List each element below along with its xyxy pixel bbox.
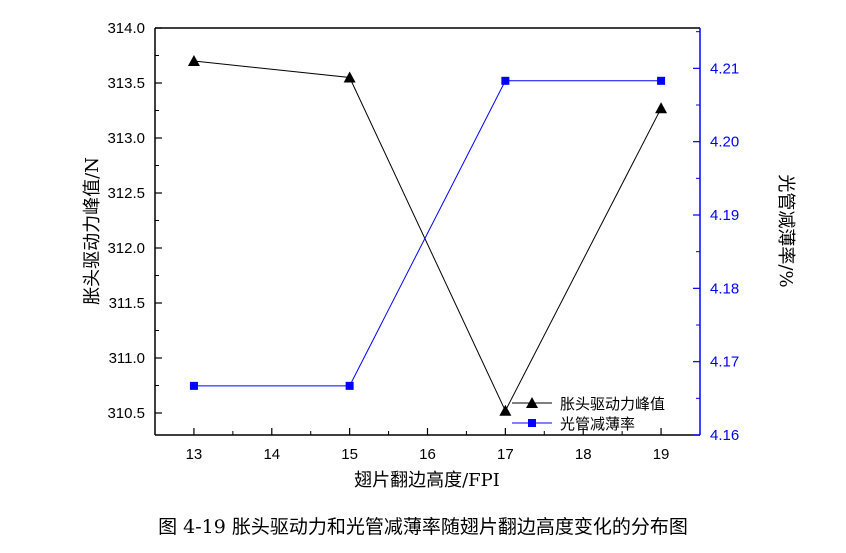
- data-point-square: [657, 76, 666, 85]
- data-point-triangle: [499, 404, 512, 416]
- legend-marker-thinning: [528, 419, 536, 427]
- x-tick-label: 14: [263, 446, 280, 463]
- x-tick-label: 17: [497, 446, 514, 463]
- y-right-tick-label: 4.18: [710, 280, 739, 297]
- x-tick-label: 19: [653, 446, 670, 463]
- left-axis-title: 胀头驱动力峰值/N: [82, 157, 103, 305]
- legend-marker-force: [526, 397, 538, 408]
- y-right-tick-label: 4.20: [710, 134, 739, 151]
- data-point-triangle: [187, 55, 200, 66]
- y-left-tick-label: 312.5: [107, 185, 145, 202]
- y-right-tick-label: 4.17: [710, 354, 739, 371]
- x-tick-label: 15: [341, 446, 358, 463]
- x-axis-title: 翅片翻边高度/FPI: [354, 470, 500, 491]
- y-left-tick-label: 311.5: [109, 295, 145, 312]
- y-right-tick-label: 4.19: [710, 207, 739, 224]
- axis-ticks: 13 14 15 16 17 18 19 314.0 313.5 313.0 312.5 312.0 3…: [107, 20, 739, 463]
- series-markers: [187, 55, 668, 416]
- data-point-square: [501, 76, 510, 85]
- data-point-square: [189, 381, 198, 390]
- legend-label-thinning: 光管减薄率: [560, 415, 635, 433]
- x-tick-label: 13: [186, 446, 203, 463]
- legend: 胀头驱动力峰值 光管减薄率: [512, 395, 665, 433]
- data-point-square: [345, 381, 354, 390]
- y-left-tick-label: 310.5: [107, 405, 145, 422]
- y-right-tick-label: 4.21: [710, 60, 739, 77]
- y-left-tick-label: 313.0: [107, 130, 145, 147]
- y-left-tick-label: 311.0: [109, 350, 145, 367]
- series-line-0: [193, 60, 662, 412]
- series-line-1: [193, 80, 662, 387]
- series-lines: [193, 60, 662, 412]
- y-right-tick-label: 4.16: [710, 427, 739, 444]
- data-point-triangle: [655, 102, 668, 114]
- data-point-triangle: [343, 71, 356, 83]
- figure-caption: 图 4-19 胀头驱动力和光管减薄率随翅片翻边高度变化的分布图: [158, 516, 688, 538]
- x-tick-label: 18: [575, 446, 592, 463]
- x-tick-label: 16: [419, 446, 436, 463]
- y-left-tick-label: 313.5: [107, 75, 145, 92]
- y-left-tick-label: 312.0: [107, 240, 145, 257]
- y-left-tick-label: 314.0: [107, 20, 145, 37]
- legend-label-force: 胀头驱动力峰值: [560, 395, 665, 413]
- right-axis-title: 光管减薄率/%: [775, 174, 796, 287]
